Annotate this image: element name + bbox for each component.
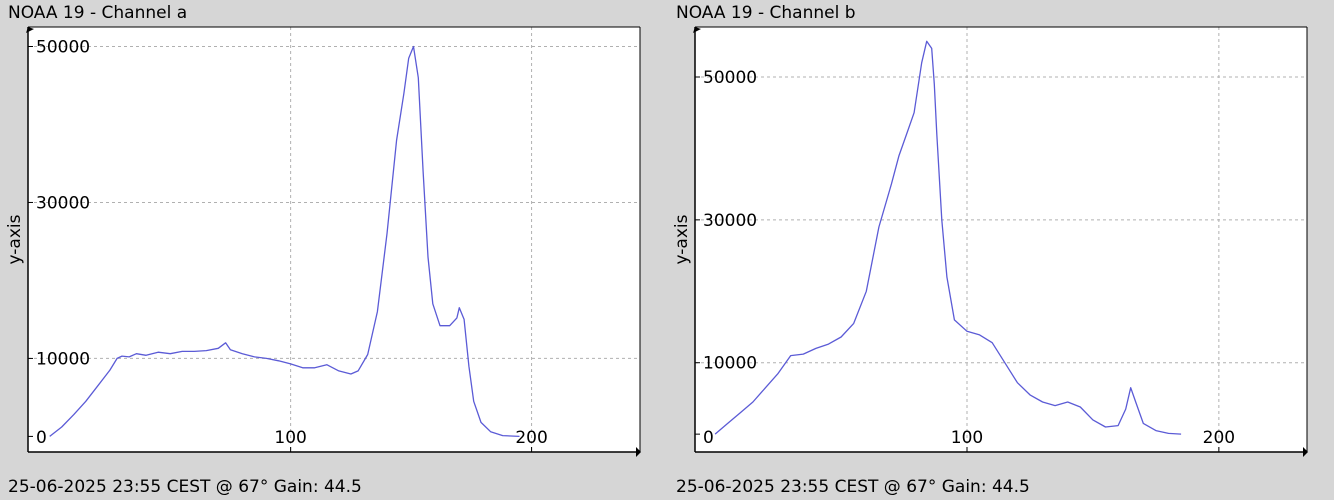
y-axis-title: y-axis	[672, 214, 692, 264]
x-tick-label: 200	[515, 428, 547, 448]
x-tick-label: 200	[1203, 428, 1235, 448]
chart-b-title: NOAA 19 - Channel b	[676, 3, 856, 23]
chart-1: 0 10000 30000 50000 100 200 y-axis	[672, 26, 1308, 457]
plot-area	[695, 27, 1307, 452]
chart-b-footer: 25-06-2025 23:55 CEST @ 67° Gain: 44.5	[676, 477, 1030, 497]
y-tick-label: 50000	[36, 37, 90, 57]
series-line	[714, 40, 1182, 435]
y-tick-label: 10000	[703, 354, 757, 374]
y-axis-arrow	[693, 27, 701, 33]
y-axis-arrow	[26, 27, 34, 33]
y-tick-label: 10000	[36, 349, 90, 369]
y-tick-label: 50000	[703, 68, 757, 88]
y-tick-label: 30000	[703, 211, 757, 231]
y-axis-title: y-axis	[5, 214, 25, 264]
chart-0: 0 10000 30000 50000 100 200 y-axis	[5, 26, 641, 457]
y-tick-label: 30000	[36, 193, 90, 213]
series-line	[49, 45, 520, 438]
chart-a-footer: 25-06-2025 23:55 CEST @ 67° Gain: 44.5	[8, 477, 362, 497]
chart-a-title: NOAA 19 - Channel a	[8, 3, 188, 23]
x-tick-label: 100	[951, 428, 983, 448]
plot-area	[28, 27, 640, 452]
x-tick-label: 100	[274, 428, 306, 448]
x-axis-arrow	[1303, 447, 1308, 457]
y-tick-label: 0	[703, 428, 714, 448]
x-axis-arrow	[636, 447, 641, 457]
y-tick-label: 0	[36, 428, 47, 448]
